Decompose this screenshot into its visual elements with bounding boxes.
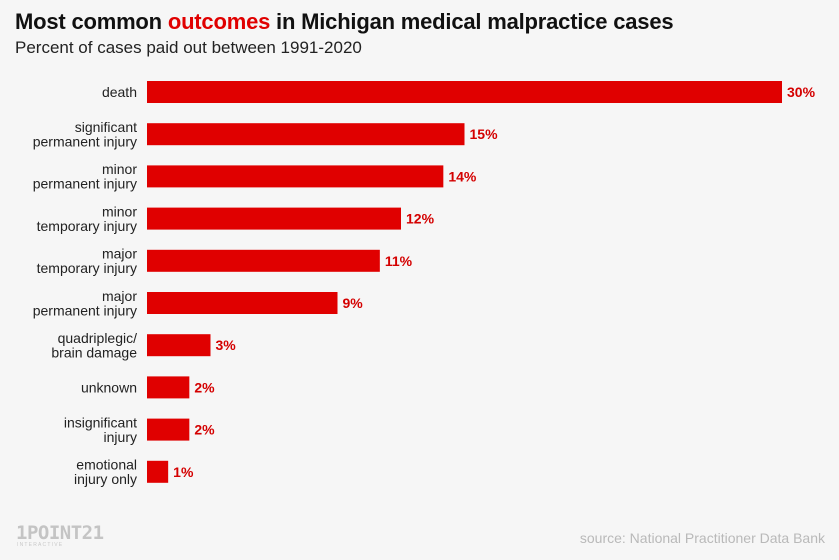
bar xyxy=(147,292,338,314)
bar-value-label: 1% xyxy=(173,464,194,480)
bar xyxy=(147,418,190,441)
bar-value-label: 30% xyxy=(787,84,816,100)
bar-value-label: 11% xyxy=(385,253,413,269)
bar-value-label: 2% xyxy=(194,379,215,395)
category-label: major permanent injury xyxy=(33,288,138,319)
bar xyxy=(147,123,465,146)
chart-title-pre: Most common xyxy=(15,9,168,34)
bar-value-label: 14% xyxy=(448,168,477,184)
chart-title: Most common outcomes in Michigan medical… xyxy=(15,9,674,35)
source-note: source: National Practitioner Data Bank xyxy=(579,530,825,546)
chart-title-post: in Michigan medical malpractice cases xyxy=(270,9,674,34)
bar xyxy=(147,165,444,188)
bar-value-label: 12% xyxy=(406,211,435,227)
chart-subtitle: Percent of cases paid out between 1991-2… xyxy=(15,38,362,57)
bar xyxy=(147,460,169,483)
category-label: minor permanent injury xyxy=(33,161,138,192)
bar-value-label: 2% xyxy=(194,422,215,438)
category-label: significant permanent injury xyxy=(33,119,137,150)
bar-value-label: 3% xyxy=(216,337,237,353)
bar-chart: 30% death 15% significant permanent injury 14… xyxy=(33,81,816,488)
bar xyxy=(147,249,380,272)
category-label: major temporary injury xyxy=(37,246,138,277)
category-label: minor temporary injury xyxy=(37,203,138,234)
category-label: unknown xyxy=(81,379,137,395)
brand-logo: 1POINT21 INTERACTIVE xyxy=(16,522,104,548)
brand-logo-text: 1POINT21 xyxy=(16,522,104,544)
bar xyxy=(147,334,211,357)
category-label: emotional injury only xyxy=(74,457,137,488)
category-label: quadriplegic/brain damage xyxy=(51,330,137,361)
bar xyxy=(147,207,401,230)
bar-value-label: 15% xyxy=(470,126,499,142)
bar xyxy=(147,376,190,399)
brand-logo-subtext: INTERACTIVE xyxy=(17,542,64,548)
chart-title-highlight: outcomes xyxy=(167,9,271,34)
category-label: death xyxy=(102,84,137,100)
bar xyxy=(147,81,782,103)
bar-value-label: 9% xyxy=(343,295,364,311)
category-label: insignificant injury xyxy=(64,414,137,445)
